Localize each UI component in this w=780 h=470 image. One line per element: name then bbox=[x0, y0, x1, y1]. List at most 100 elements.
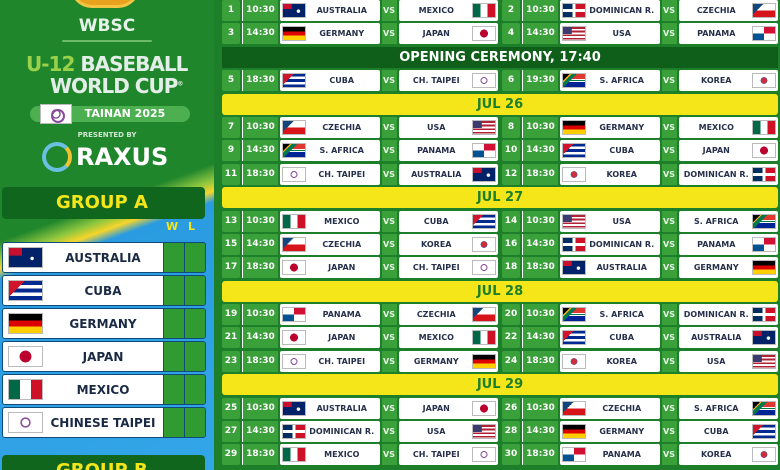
schedule-row: 27 14:30 DOMINICAN R. VS USA 28 14:30 GERMANY VS… bbox=[222, 421, 778, 443]
match-14: 14 10:30 USA VS S. AFRICA bbox=[502, 210, 778, 232]
away-team: KOREA bbox=[678, 444, 778, 466]
match-time: 14:30 bbox=[242, 23, 278, 45]
match-time: 14:30 bbox=[242, 327, 278, 349]
flag-pan-icon bbox=[562, 447, 586, 463]
vs-label: VS bbox=[381, 327, 397, 349]
schedule-row: 17 18:30 JAPAN VS CH. TAIPEI 18 18:30 AUSTRALIA… bbox=[222, 257, 778, 279]
flag-rsa-icon bbox=[562, 307, 586, 323]
team-name: MEXICO bbox=[418, 333, 454, 343]
flag-kor-icon bbox=[752, 447, 776, 463]
flag-pan-icon bbox=[752, 236, 776, 252]
title-main: BASEBALL bbox=[80, 52, 188, 76]
wins-column-header: W bbox=[166, 220, 179, 233]
team-name: S. AFRICA bbox=[694, 403, 739, 413]
match-6: 6 19:30 S. AFRICA VS KOREA bbox=[502, 70, 778, 92]
flag-ger-icon bbox=[8, 313, 43, 334]
tournament-logo-icon bbox=[70, 0, 140, 8]
flag-rsa-icon bbox=[282, 143, 306, 159]
vs-label: VS bbox=[381, 140, 397, 162]
team-name: S. AFRICA bbox=[599, 76, 644, 86]
tournament-panel: WBSC U-12 BASEBALL WORLD CUP® TAINAN 202… bbox=[0, 0, 214, 470]
team-name: CUBA bbox=[609, 146, 635, 156]
wins-cell bbox=[163, 342, 184, 371]
team-name: AUSTRALIA bbox=[316, 403, 367, 413]
team-name: CH. TAIPEI bbox=[318, 169, 366, 179]
schedule-row: 13 10:30 MEXICO VS CUBA 14 10:30 USA VS S. AFRICA bbox=[222, 210, 778, 232]
match-number: 1 bbox=[222, 0, 240, 21]
flag-jpn-icon bbox=[282, 330, 306, 346]
team-name: KOREA bbox=[701, 450, 732, 460]
match-number: 3 bbox=[222, 23, 240, 45]
team-name: AUSTRALIA bbox=[316, 6, 367, 15]
match-time: 18:30 bbox=[522, 163, 558, 185]
match-time: 18:30 bbox=[242, 163, 278, 185]
match-time: 10:30 bbox=[522, 0, 558, 21]
vs-label: VS bbox=[661, 350, 677, 372]
match-12: 12 18:30 KOREA VS DOMINICAN R. bbox=[502, 163, 778, 185]
match-7: 7 10:30 CZECHIA VS USA bbox=[222, 116, 498, 138]
home-team: S. AFRICA bbox=[560, 304, 660, 326]
team-name: S. AFRICA bbox=[599, 310, 644, 320]
flag-rsa-icon bbox=[752, 400, 776, 416]
away-team: MEXICO bbox=[678, 116, 778, 138]
team-name: PANAMA bbox=[697, 239, 736, 249]
flag-dom-icon bbox=[282, 424, 306, 440]
vs-label: VS bbox=[661, 327, 677, 349]
away-team: DOMINICAN R. bbox=[678, 163, 778, 185]
wins-cell bbox=[163, 276, 184, 305]
team-name: DOMINICAN R. bbox=[309, 427, 375, 437]
away-team: CZECHIA bbox=[398, 304, 498, 326]
vs-label: VS bbox=[661, 304, 677, 326]
match-8: 8 10:30 GERMANY VS MEXICO bbox=[502, 116, 778, 138]
away-team: JAPAN bbox=[398, 23, 498, 45]
match-time: 10:30 bbox=[242, 397, 278, 419]
wins-cell bbox=[163, 375, 184, 404]
match-time: 18:30 bbox=[242, 257, 278, 279]
losses-cell bbox=[184, 342, 205, 371]
flag-cub-icon bbox=[8, 280, 43, 301]
vs-label: VS bbox=[381, 257, 397, 279]
team-name: MEXICO bbox=[324, 450, 360, 460]
team-name: GERMANY bbox=[599, 427, 645, 437]
match-13: 13 10:30 MEXICO VS CUBA bbox=[222, 210, 498, 232]
match-number: 4 bbox=[502, 23, 520, 45]
flag-aus-icon bbox=[282, 400, 306, 416]
match-1: 1 10:30 AUSTRALIA VS MEXICO bbox=[222, 0, 498, 21]
home-team: GERMANY bbox=[280, 23, 380, 45]
away-team: USA bbox=[678, 350, 778, 372]
schedule-row: 19 10:30 PANAMA VS CZECHIA 20 10:30 S. AFRICA VS… bbox=[222, 304, 778, 326]
away-team: S. AFRICA bbox=[678, 210, 778, 232]
schedule-row: 21 14:30 JAPAN VS MEXICO 22 14:30 CUBA VS AUSTRAL… bbox=[222, 327, 778, 349]
team-name: KOREA bbox=[606, 356, 637, 366]
match-time: 19:30 bbox=[522, 70, 558, 92]
away-team: MEXICO bbox=[398, 0, 498, 21]
team-name: AUSTRALIA bbox=[596, 263, 647, 273]
vs-label: VS bbox=[661, 116, 677, 138]
team-name: CUBA bbox=[703, 427, 729, 437]
match-number: 6 bbox=[502, 70, 520, 92]
home-team: GERMANY bbox=[560, 421, 660, 443]
schedule-row: 11 18:30 CH. TAIPEI VS AUSTRALIA 12 18:30 KOREA… bbox=[222, 163, 778, 185]
match-19: 19 10:30 PANAMA VS CZECHIA bbox=[222, 304, 498, 326]
vs-label: VS bbox=[381, 350, 397, 372]
match-9: 9 14:30 S. AFRICA VS PANAMA bbox=[222, 140, 498, 162]
wins-cell bbox=[163, 243, 184, 272]
standings-row: CUBA bbox=[2, 275, 206, 306]
schedule-row: 9 14:30 S. AFRICA VS PANAMA 10 14:30 CUBA VS JAPA… bbox=[222, 140, 778, 162]
schedule-row: 15 14:30 CZECHIA VS KOREA 16 14:30 DOMINICAN R.… bbox=[222, 233, 778, 255]
away-team: AUSTRALIA bbox=[398, 163, 498, 185]
group-a-header: GROUP A bbox=[2, 187, 205, 219]
team-name: GERMANY bbox=[693, 263, 739, 273]
losses-cell bbox=[184, 408, 205, 437]
away-team: CH. TAIPEI bbox=[398, 444, 498, 466]
home-team: MEXICO bbox=[280, 444, 380, 466]
flag-usa-icon bbox=[562, 26, 586, 42]
flag-usa-icon bbox=[472, 424, 496, 440]
team-name: CUBA bbox=[609, 333, 635, 343]
team-name: USA bbox=[612, 216, 631, 226]
match-time: 10:30 bbox=[522, 397, 558, 419]
losses-cell bbox=[184, 309, 205, 338]
flag-pan-icon bbox=[472, 143, 496, 159]
away-team: GERMANY bbox=[678, 257, 778, 279]
team-name: PANAMA bbox=[322, 310, 361, 320]
